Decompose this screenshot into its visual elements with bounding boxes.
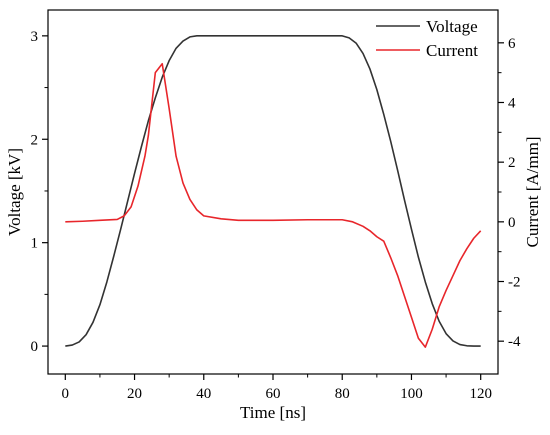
x-axis-title: Time [ns] (240, 403, 306, 422)
series-lines (65, 35, 482, 348)
y-left-tick-label: 0 (31, 339, 39, 355)
y-right-tick-label: 6 (508, 36, 516, 52)
legend-label-voltage: Voltage (426, 17, 478, 36)
x-tick-label: 100 (400, 386, 423, 402)
x-tick-label: 40 (196, 386, 211, 402)
x-tick-label: 20 (127, 386, 142, 402)
y-right-tick-label: 4 (508, 95, 516, 111)
x-tick-label: 60 (266, 386, 281, 402)
series-line-current (65, 62, 482, 348)
x-tick-label: 80 (335, 386, 350, 402)
tick-marks (42, 35, 504, 380)
y-left-tick-label: 3 (31, 29, 39, 45)
y-axis-right-title: Current [A/mm] (523, 137, 542, 248)
legend: Voltage Current (376, 17, 478, 60)
y-left-tick-label: 2 (31, 132, 39, 148)
series-line-voltage (65, 35, 481, 347)
y-left-tick-label: 1 (31, 236, 39, 252)
legend-label-current: Current (426, 41, 478, 60)
y-right-tick-label: 2 (508, 155, 516, 171)
y-axis-left-title: Voltage [kV] (5, 148, 24, 236)
y-right-tick-label: -4 (508, 334, 521, 350)
x-tick-label: 0 (62, 386, 70, 402)
y-right-tick-label: -2 (508, 275, 521, 291)
x-tick-label: 120 (469, 386, 492, 402)
y-right-tick-label: 0 (508, 215, 516, 231)
